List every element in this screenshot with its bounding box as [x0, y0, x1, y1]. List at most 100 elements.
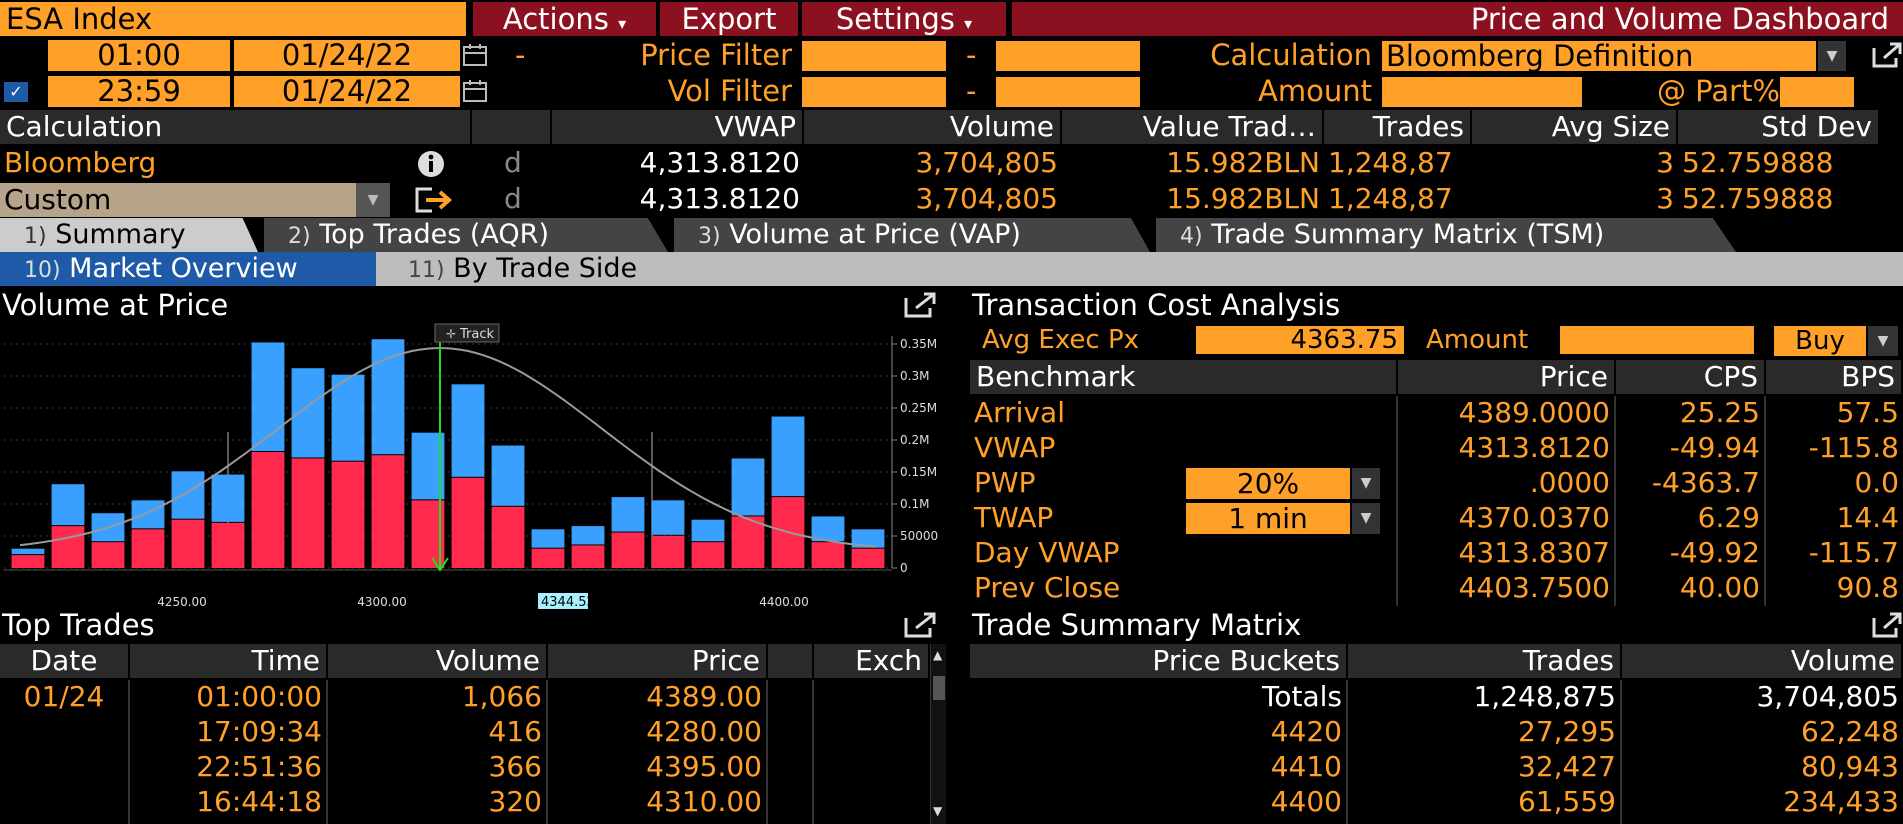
chevron-down-icon[interactable]: ▼ — [1818, 41, 1846, 71]
table-row[interactable]: 01/24 01:00:00 1,066 4389.00 — [0, 680, 930, 715]
info-icon[interactable] — [416, 149, 446, 179]
bar-sell[interactable] — [531, 548, 565, 568]
table-row[interactable]: 4400 61,559 234,433 — [970, 785, 1903, 820]
checkbox-checked-icon[interactable]: ✓ — [4, 82, 28, 102]
bar-sell[interactable] — [811, 542, 845, 568]
expand-icon[interactable] — [902, 612, 938, 640]
bar-sell[interactable] — [571, 545, 605, 568]
bar-sell[interactable] — [611, 532, 645, 568]
bar-buy[interactable] — [771, 416, 805, 497]
bar-sell[interactable] — [211, 522, 245, 568]
table-row[interactable]: 4410 32,427 80,943 — [970, 750, 1903, 785]
table-row[interactable]: 16:44:18 320 4310.00 — [0, 785, 930, 820]
bar-buy[interactable] — [171, 471, 205, 519]
scroll-thumb[interactable] — [933, 676, 945, 700]
bar-sell[interactable] — [131, 529, 165, 568]
end-date-input[interactable]: 01/24/22 — [234, 76, 460, 107]
bar-buy[interactable] — [451, 384, 485, 477]
tca-row[interactable]: TWAP 1 min ▼ 4370.0370 6.29 14.4 — [970, 501, 1903, 536]
export-arrow-icon[interactable] — [414, 186, 454, 214]
benchmark-param-select[interactable]: 20% — [1186, 468, 1350, 499]
tca-row[interactable]: PWP 20% ▼ .0000 -4363.7 0.0 — [970, 466, 1903, 501]
tab-vap[interactable]: 3) Volume at Price (VAP) — [674, 218, 1150, 252]
bar-sell[interactable] — [291, 458, 325, 568]
bar-sell[interactable] — [691, 542, 725, 568]
tab-top-trades[interactable]: 2) Top Trades (AQR) — [264, 218, 668, 252]
tca-amount-input[interactable] — [1560, 326, 1754, 354]
expand-icon[interactable] — [1870, 42, 1903, 70]
bar-sell[interactable] — [491, 506, 525, 568]
price-filter-min-input[interactable] — [802, 41, 946, 71]
subtab-by-trade-side[interactable]: 11) By Trade Side — [384, 252, 724, 286]
expand-icon[interactable] — [1870, 612, 1903, 640]
bar-sell[interactable] — [251, 452, 285, 568]
end-time-input[interactable]: 23:59 — [48, 76, 230, 107]
export-menu[interactable]: Export — [660, 2, 798, 36]
part-input[interactable] — [1780, 77, 1854, 107]
bar-buy[interactable] — [51, 484, 85, 526]
price-filter-max-input[interactable] — [996, 41, 1140, 71]
chevron-down-icon[interactable]: ▼ — [1868, 326, 1898, 356]
subtab-market-overview[interactable]: 10) Market Overview — [0, 252, 376, 286]
bar-buy[interactable] — [411, 432, 445, 500]
calculation-select[interactable]: Bloomberg Definition — [1382, 41, 1816, 71]
table-row[interactable]: 22:51:36 366 4395.00 — [0, 750, 930, 785]
expand-icon[interactable] — [902, 292, 938, 320]
bar-sell[interactable] — [171, 519, 205, 568]
bar-buy[interactable] — [651, 500, 685, 535]
scroll-down-icon[interactable]: ▼ — [933, 804, 943, 818]
table-row[interactable]: 4420 27,295 62,248 — [970, 715, 1903, 750]
ticker-field[interactable]: ESA Index — [0, 2, 466, 36]
scrollbar[interactable]: ▲ ▼ — [930, 644, 946, 824]
vap-chart[interactable]: 0.35M 0.3M 0.25M 0.2M 0.15M 0.1M 50000 0 4250.0… — [0, 322, 960, 610]
bar-buy[interactable] — [371, 339, 405, 455]
tca-row[interactable]: Arrival 4389.0000 25.25 57.5 — [970, 396, 1903, 431]
bar-buy[interactable] — [731, 458, 765, 516]
calendar-icon[interactable] — [462, 43, 488, 67]
bar-buy[interactable] — [331, 374, 365, 461]
calendar-icon[interactable] — [462, 79, 488, 103]
scroll-up-icon[interactable]: ▲ — [933, 648, 943, 662]
chevron-down-icon[interactable]: ▼ — [1352, 503, 1380, 534]
bar-buy[interactable] — [11, 548, 45, 555]
bar-sell[interactable] — [451, 477, 485, 568]
bar-buy[interactable] — [211, 474, 245, 522]
bar-sell[interactable] — [51, 526, 85, 568]
bar-buy[interactable] — [571, 526, 605, 545]
bar-buy[interactable] — [851, 529, 885, 548]
bar-buy[interactable] — [611, 497, 645, 532]
bar-buy[interactable] — [491, 445, 525, 506]
tab-tsm[interactable]: 4) Trade Summary Matrix (TSM) — [1156, 218, 1736, 252]
bar-sell[interactable] — [731, 516, 765, 568]
table-row[interactable]: 17:09:34 416 4280.00 — [0, 715, 930, 750]
summary-row-bloomberg[interactable]: Bloomberg d 4,313.8120 3,704,805 15.982B… — [0, 146, 1903, 182]
chevron-down-icon[interactable]: ▼ — [356, 183, 390, 217]
bar-sell[interactable] — [11, 555, 45, 568]
bar-buy[interactable] — [811, 516, 845, 542]
tca-row[interactable]: Prev Close 4403.7500 40.00 90.8 — [970, 571, 1903, 606]
tab-summary[interactable]: 1) Summary — [0, 218, 258, 252]
avg-exec-value[interactable]: 4363.75 — [1196, 326, 1404, 354]
benchmark-param-select[interactable]: 1 min — [1186, 503, 1350, 534]
amount-input[interactable] — [1382, 77, 1582, 107]
settings-menu[interactable]: Settings ▾ — [802, 2, 1006, 36]
bar-buy[interactable] — [251, 342, 285, 451]
bar-buy[interactable] — [691, 519, 725, 542]
side-select[interactable]: Buy — [1774, 326, 1866, 356]
bar-buy[interactable] — [531, 529, 565, 548]
chevron-down-icon[interactable]: ▼ — [1352, 468, 1380, 499]
bar-sell[interactable] — [91, 542, 125, 568]
vol-filter-min-input[interactable] — [802, 77, 946, 107]
summary-row-custom[interactable]: Custom ▼ d 4,313.8120 3,704,805 15.982BL… — [0, 182, 1903, 218]
bar-sell[interactable] — [411, 500, 445, 568]
start-time-input[interactable]: 01:00 — [48, 40, 230, 71]
row-name-select[interactable]: Custom — [0, 183, 356, 217]
bar-sell[interactable] — [851, 548, 885, 568]
track-badge[interactable] — [434, 323, 500, 343]
bar-sell[interactable] — [331, 461, 365, 568]
bar-buy[interactable] — [131, 500, 165, 529]
start-date-input[interactable]: 01/24/22 — [234, 40, 460, 71]
vol-filter-max-input[interactable] — [996, 77, 1140, 107]
actions-menu[interactable]: Actions ▾ — [473, 2, 656, 36]
bar-buy[interactable] — [291, 368, 325, 458]
